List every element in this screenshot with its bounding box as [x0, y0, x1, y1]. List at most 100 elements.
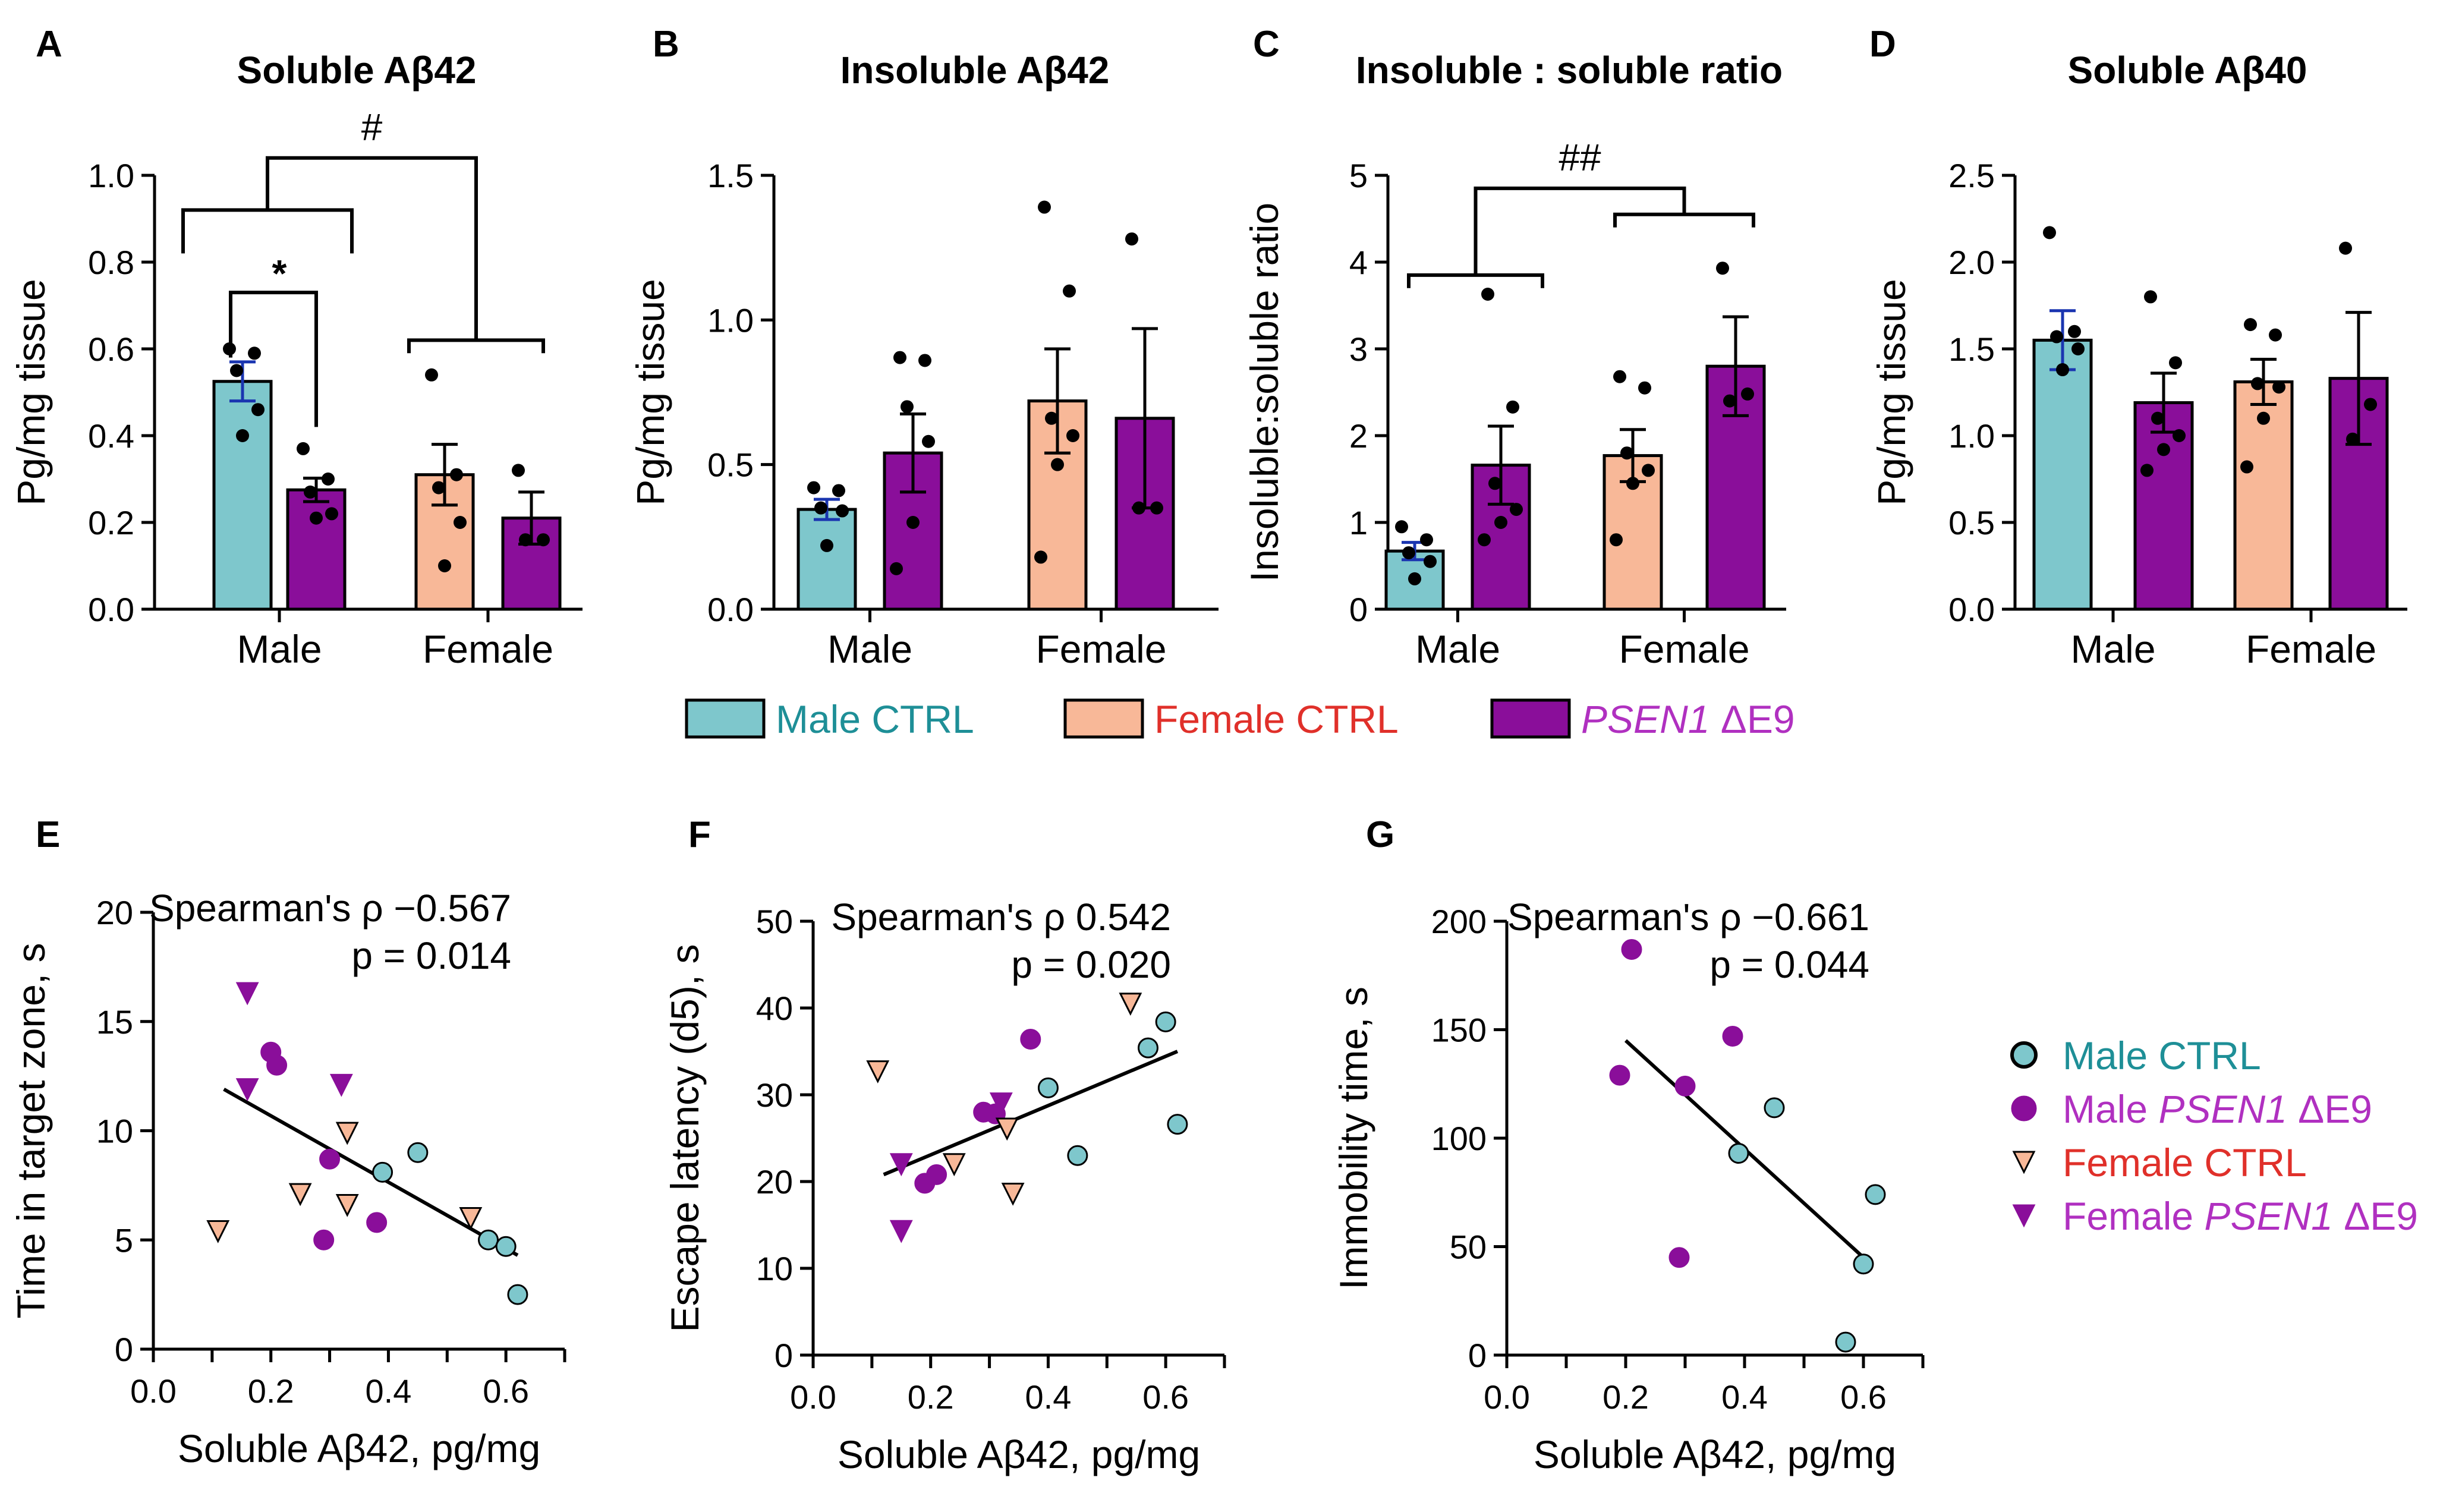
data-point	[2050, 330, 2063, 344]
bar-female_ctrl	[2233, 380, 2294, 611]
x-category-label: Male	[2070, 627, 2155, 671]
y-tick-label: 1.5	[707, 157, 754, 194]
data-point	[1420, 533, 1433, 547]
scatter-point	[1865, 1184, 1886, 1205]
x-category-label: Female	[423, 627, 553, 671]
data-point	[1038, 200, 1051, 214]
y-axis-label: Insoluble:soluble ratio	[1242, 203, 1286, 582]
y-tick-label: 1.5	[1948, 330, 1995, 368]
data-point	[248, 346, 261, 360]
data-point	[2169, 356, 2182, 370]
x-tick-label: 0.2	[248, 1372, 294, 1410]
data-point	[2144, 290, 2157, 304]
scatter-point	[329, 1073, 353, 1097]
data-point	[1620, 446, 1633, 460]
y-tick-label: 1	[1349, 504, 1368, 541]
data-point	[1132, 501, 1145, 515]
data-point	[1494, 516, 1507, 529]
panel-letter: E	[36, 814, 60, 855]
x-tick-label: 0.6	[483, 1372, 529, 1410]
interaction-bracket	[1474, 186, 1686, 275]
data-point	[1408, 572, 1421, 585]
y-tick-label: 0.5	[1948, 504, 1995, 541]
scatter-point	[372, 1161, 393, 1183]
data-point	[906, 516, 920, 529]
data-point	[236, 429, 249, 442]
group-bracket	[1613, 212, 1755, 228]
y-tick-label: 0	[1349, 591, 1368, 628]
scatter-point	[266, 1054, 288, 1076]
legend-swatch	[1063, 698, 1144, 739]
legend-label-suffix: ΔE9	[2333, 1194, 2418, 1238]
legend-label-suffix: ΔE9	[1709, 697, 1794, 741]
y-tick-label: 0.5	[707, 446, 754, 484]
scatter-point	[1020, 1029, 1041, 1050]
x-tick-label: 0.0	[130, 1372, 177, 1410]
scatter-point	[235, 982, 259, 1006]
y-axis-label: Escape latency (d5), s	[663, 944, 707, 1333]
data-point	[537, 533, 550, 547]
data-point	[2043, 226, 2056, 240]
y-axis-label: Time in target zone, s	[9, 943, 53, 1318]
data-point	[1610, 533, 1623, 547]
y-tick-label: 5	[115, 1221, 133, 1259]
legend-marker	[2010, 1041, 2038, 1069]
data-point	[807, 481, 820, 494]
panel-letter: D	[1869, 24, 1896, 65]
x-tick-label: 0.2	[908, 1378, 954, 1416]
y-tick-label: 0	[775, 1337, 793, 1374]
legend-label-text: Female CTRL	[2063, 1141, 2307, 1185]
legend-label-text: Male CTRL	[776, 697, 974, 741]
legend-swatch	[1490, 698, 1571, 739]
data-point	[230, 364, 243, 377]
legend-label: Female CTRL	[1154, 697, 1399, 741]
scatter-point	[288, 1183, 312, 1207]
scatter-point	[1167, 1114, 1188, 1135]
legend-label: Male CTRL	[2063, 1034, 2261, 1078]
data-point	[2257, 411, 2270, 425]
panel-c: C Insoluble : soluble ratio 0 1 2 3 4 5 Male Fema…	[1242, 24, 1786, 671]
data-point	[1481, 288, 1494, 301]
scatter-legend: Male CTRL Male PSEN1 ΔE9 Female CTRL Female…	[2010, 1034, 2418, 1238]
data-point	[1066, 429, 1079, 442]
figure-panels: A Soluble Aβ42 0.0 0.2 0.4 0.6 0.8 1.0 Male Femal…	[9, 24, 2407, 1476]
data-point	[297, 442, 310, 455]
x-axis-label: Soluble Aβ42, pg/mg	[1534, 1432, 1896, 1476]
x-tick-label: 0.2	[1602, 1378, 1649, 1416]
y-tick-label: 0	[1468, 1337, 1487, 1374]
scatter-point	[942, 1153, 966, 1177]
scatter-point	[889, 1153, 913, 1177]
legend-label-text: Female	[2063, 1194, 2204, 1238]
data-point	[325, 507, 338, 521]
significance-mark: *	[272, 252, 287, 295]
data-point	[1716, 262, 1729, 275]
y-tick-label: 2	[1349, 417, 1368, 455]
scatter-point	[866, 1060, 890, 1083]
legend-swatch	[685, 698, 766, 739]
data-point	[2339, 241, 2352, 255]
y-tick-label: 1.0	[88, 157, 134, 194]
scatter-point	[206, 1220, 230, 1243]
data-point	[1478, 533, 1491, 547]
x-category-label: Male	[827, 627, 912, 671]
data-point	[918, 354, 931, 367]
scatter-point	[1668, 1247, 1690, 1268]
y-tick-label: 50	[756, 903, 793, 940]
data-point	[814, 501, 827, 515]
panel-b: B Insoluble Aβ42 0.0 0.5 1.0 1.5 Male Female Pg/…	[628, 24, 1219, 671]
scatter-point	[459, 1207, 483, 1230]
bar-male_ctrl	[212, 380, 273, 611]
y-tick-label: 10	[756, 1250, 793, 1287]
data-point	[454, 516, 467, 529]
data-point	[425, 368, 438, 382]
scatter-point	[1764, 1097, 1785, 1119]
scatter-point	[889, 1220, 913, 1243]
scatter-point	[1119, 993, 1142, 1016]
panel-g: G 0 50 100 150 200 0.0 0.2 0.4 0.6 Soluble Aβ42, p…	[1331, 814, 1925, 1476]
legend-label: Male PSEN1 ΔE9	[2063, 1087, 2372, 1131]
bar-legend: Male CTRL Female CTRL PSEN1 ΔE9	[685, 697, 1795, 741]
data-point	[1510, 503, 1523, 516]
legend-label-suffix: ΔE9	[2287, 1087, 2372, 1131]
significance-mark: ##	[1559, 136, 1601, 179]
